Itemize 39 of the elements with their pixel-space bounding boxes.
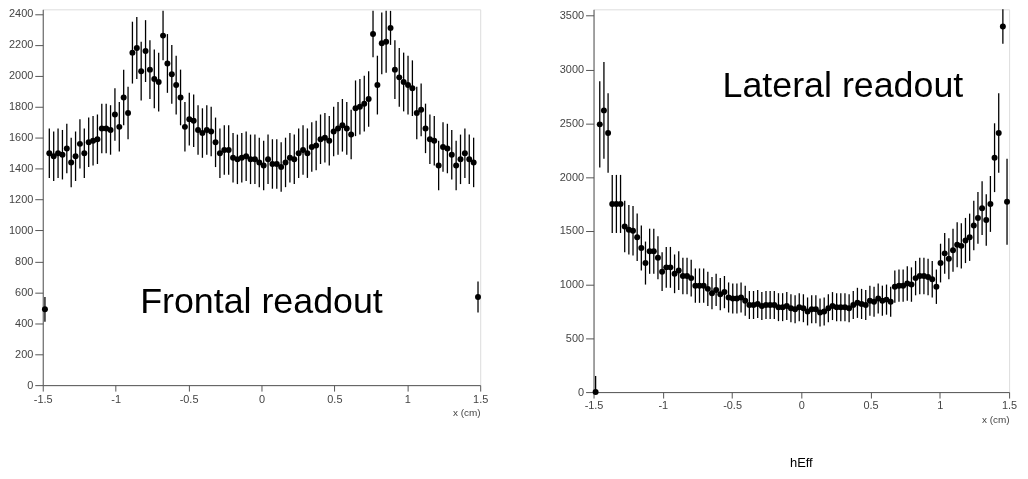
- y-tick-label: 2500: [559, 116, 585, 129]
- x-tick-label: -1.5: [33, 392, 53, 405]
- y-tick-label: 2000: [8, 69, 34, 82]
- y-tick-label: 400: [15, 316, 34, 329]
- x-axis-title: x (cm): [982, 414, 1010, 426]
- y-tick-label: 1000: [559, 278, 585, 291]
- y-tick-label: 1800: [8, 100, 34, 113]
- y-tick-label: 1500: [559, 224, 585, 237]
- x-tick-label: -1: [658, 399, 669, 412]
- annotation: Lateral readout: [722, 64, 964, 105]
- x-tick-label: 0: [798, 399, 805, 412]
- x-tick-label: 1: [937, 399, 944, 412]
- y-tick-label: 3500: [559, 9, 585, 22]
- x-tick-label: -0.5: [723, 399, 742, 412]
- y-tick-label: 0: [27, 378, 34, 391]
- y-tick-label: 1400: [8, 162, 34, 175]
- x-tick-label: -0.5: [179, 392, 199, 405]
- y-tick-label: 2000: [559, 170, 585, 183]
- y-tick-label: 1200: [8, 193, 34, 206]
- x-tick-label: 0.5: [863, 399, 879, 412]
- x-tick-label: 1.5: [473, 392, 489, 405]
- y-tick-label: 500: [565, 331, 585, 344]
- y-tick-label: 3000: [559, 63, 585, 76]
- x-tick-label: 1: [404, 392, 411, 405]
- x-tick-label: 0.5: [327, 392, 343, 405]
- y-tick-label: 800: [15, 254, 34, 267]
- y-tick-label: 200: [15, 347, 34, 360]
- y-tick-label: 1600: [8, 131, 34, 144]
- x-axis-title: x (cm): [453, 407, 481, 419]
- y-tick-label: 600: [15, 285, 34, 298]
- y-tick-label: 2400: [8, 7, 34, 20]
- x-tick-label: 0: [258, 392, 266, 405]
- text: hEff: [789, 454, 814, 470]
- y-tick-label: 1000: [8, 223, 34, 236]
- x-tick-label: -1.5: [584, 399, 604, 412]
- x-tick-label: -1: [111, 392, 122, 405]
- annotation: Frontal readout: [140, 281, 383, 322]
- x-tick-label: 1.5: [1002, 399, 1018, 412]
- y-tick-label: 2200: [8, 38, 34, 51]
